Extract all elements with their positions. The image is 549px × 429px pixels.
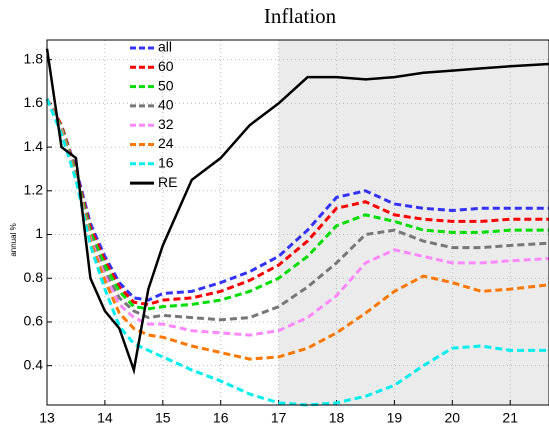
chart-title: Inflation xyxy=(264,4,337,28)
axes-frame xyxy=(46,39,549,406)
x-tick-label: 16 xyxy=(213,410,229,426)
y-tick-label: 1.4 xyxy=(24,138,44,154)
data-line xyxy=(45,98,549,302)
y-tick-label: 0.6 xyxy=(24,313,44,329)
x-tick-label: 15 xyxy=(155,410,171,426)
legend-label: 60 xyxy=(158,58,174,74)
y-axis-label: annual % xyxy=(9,223,18,256)
data-line xyxy=(45,48,549,375)
data-line xyxy=(45,98,549,407)
y-tick-label: 1.2 xyxy=(24,182,44,198)
data-line xyxy=(45,98,549,311)
legend-label: 24 xyxy=(158,135,174,151)
x-tick-label: 21 xyxy=(502,410,518,426)
x-tick-label: 13 xyxy=(39,410,55,426)
legend-label: RE xyxy=(158,174,177,190)
data-line xyxy=(45,98,549,361)
y-tick-label: 0.4 xyxy=(24,356,44,372)
y-tick-label: 0.8 xyxy=(24,269,44,285)
x-tick-label: 18 xyxy=(329,410,345,426)
legend-label: all xyxy=(158,39,172,55)
x-tick-label: 17 xyxy=(271,410,287,426)
legend-label: 50 xyxy=(158,77,174,93)
y-tick-label: 1.8 xyxy=(24,50,44,66)
y-tick-label: 1.6 xyxy=(24,94,44,110)
x-tick-label: 14 xyxy=(97,410,113,426)
x-tick-label: 19 xyxy=(387,410,403,426)
x-tick-label: 20 xyxy=(445,410,461,426)
legend-label: 16 xyxy=(158,155,174,171)
data-line xyxy=(45,98,549,306)
y-tick-label: 1 xyxy=(35,225,43,241)
shaded-region xyxy=(278,40,549,405)
legend-label: 40 xyxy=(158,97,174,113)
data-line xyxy=(45,98,549,322)
legend-label: 32 xyxy=(158,116,174,132)
